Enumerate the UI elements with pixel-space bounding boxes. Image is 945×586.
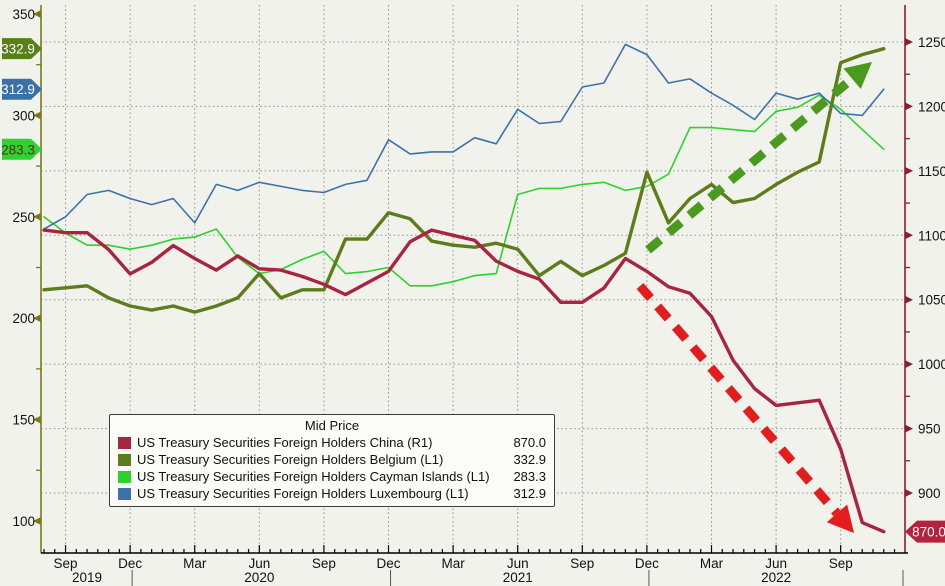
right-axis-tick-arrow-icon xyxy=(905,424,913,433)
left-axis-tick-label: 300 xyxy=(12,108,35,123)
right-axis-tick-arrow-icon xyxy=(905,489,913,498)
year-label: 2020 xyxy=(244,570,274,585)
legend-swatch-cayman-islands xyxy=(118,470,131,483)
right-axis-tick-label: 950 xyxy=(918,422,941,437)
right-axis-tick-arrow-icon xyxy=(905,102,913,111)
price-badge-value: 870.0 xyxy=(912,525,945,540)
legend-value: 332.9 xyxy=(513,452,546,467)
trend-arrow-shaft-belgium-up-arrow xyxy=(645,75,855,254)
series-line-cayman-islands xyxy=(43,94,885,287)
x-axis-month-label: Sep xyxy=(312,556,336,571)
right-axis-tick-label: 1200 xyxy=(918,99,945,114)
series-line-belgium xyxy=(42,47,886,314)
price-badge-china xyxy=(905,520,945,543)
legend-swatch-china xyxy=(118,436,131,449)
x-axis-month-label: Jun xyxy=(507,556,529,571)
x-axis-month-label: Sep xyxy=(570,556,594,571)
left-axis-tick-arrow-icon xyxy=(33,10,41,18)
left-axis-tick-arrow-icon xyxy=(33,314,41,323)
right-axis-tick-label: 1050 xyxy=(918,293,945,308)
right-axis-tick-arrow-icon xyxy=(905,231,913,240)
year-label: 2022 xyxy=(761,570,791,585)
right-axis-tick-label: 1100 xyxy=(918,228,945,243)
price-badge-value: 332.9 xyxy=(1,42,35,57)
legend-row-cayman-islands[interactable]: US Treasury Securities Foreign Holders C… xyxy=(118,468,546,485)
price-badge-luxembourg xyxy=(2,78,42,100)
series-line-luxembourg xyxy=(43,43,885,230)
right-axis-tick-label: 1000 xyxy=(918,357,945,372)
right-axis-tick-label: 900 xyxy=(918,486,941,501)
x-axis-month-label: Mar xyxy=(700,556,724,571)
price-badge-value: 312.9 xyxy=(1,82,35,97)
right-axis-tick-arrow-icon xyxy=(905,166,913,175)
legend-label: US Treasury Securities Foreign Holders C… xyxy=(137,469,490,484)
legend-label: US Treasury Securities Foreign Holders C… xyxy=(137,435,433,450)
left-axis-tick-label: 350 xyxy=(12,7,35,22)
series-line-china xyxy=(42,228,886,534)
left-axis-tick-label: 200 xyxy=(12,311,35,326)
legend-row-belgium[interactable]: US Treasury Securities Foreign Holders B… xyxy=(118,451,546,468)
legend-label: US Treasury Securities Foreign Holders B… xyxy=(137,452,444,467)
legend-value: 312.9 xyxy=(513,486,546,501)
year-label: 2021 xyxy=(503,570,533,585)
left-axis-tick-arrow-icon xyxy=(33,212,41,221)
right-axis-tick-label: 1250 xyxy=(918,35,945,50)
x-axis-month-label: Mar xyxy=(183,556,207,571)
trend-arrow-shaft-china-down-arrow xyxy=(636,283,841,517)
legend-value: 283.3 xyxy=(513,469,546,484)
x-axis-month-label: Jun xyxy=(248,556,270,571)
legend-swatch-luxembourg xyxy=(118,487,131,500)
x-axis-month-label: Sep xyxy=(54,556,78,571)
legend-swatch-belgium xyxy=(118,453,131,466)
legend-value: 870.0 xyxy=(513,435,546,450)
right-axis-tick-arrow-icon xyxy=(905,360,913,369)
right-axis-tick-arrow-icon xyxy=(905,38,913,46)
right-axis-tick-label: 1150 xyxy=(918,164,945,179)
price-badge-value: 283.3 xyxy=(1,142,35,157)
x-axis-month-label: Dec xyxy=(118,556,142,571)
trend-arrow-head-belgium-up-arrow xyxy=(843,62,872,90)
year-label: 2019 xyxy=(72,570,102,585)
price-badge-belgium xyxy=(2,38,42,60)
left-axis-tick-arrow-icon xyxy=(33,415,41,424)
left-axis-tick-label: 250 xyxy=(12,210,35,225)
x-axis-month-label: Jun xyxy=(765,556,787,571)
left-axis-tick-arrow-icon xyxy=(33,517,41,525)
left-axis-tick-arrow-icon xyxy=(33,111,41,120)
legend-row-luxembourg[interactable]: US Treasury Securities Foreign Holders L… xyxy=(118,485,546,502)
legend-label: US Treasury Securities Foreign Holders L… xyxy=(137,486,469,501)
x-axis-month-label: Dec xyxy=(635,556,659,571)
legend-rows: US Treasury Securities Foreign Holders C… xyxy=(118,434,546,502)
legend-row-china[interactable]: US Treasury Securities Foreign Holders C… xyxy=(118,434,546,451)
x-axis-month-label: Dec xyxy=(377,556,401,571)
x-axis-month-label: Sep xyxy=(829,556,853,571)
trend-arrow-head-china-down-arrow xyxy=(826,504,854,533)
price-badge-cayman-islands xyxy=(2,138,42,160)
left-axis-tick-label: 150 xyxy=(12,413,35,428)
legend-title: Mid Price xyxy=(304,418,360,433)
x-axis-month-label: Mar xyxy=(442,556,466,571)
legend-box: Mid Price US Treasury Securities Foreign… xyxy=(109,414,555,507)
left-axis-tick-label: 100 xyxy=(12,514,35,529)
right-axis-tick-arrow-icon xyxy=(905,295,913,304)
